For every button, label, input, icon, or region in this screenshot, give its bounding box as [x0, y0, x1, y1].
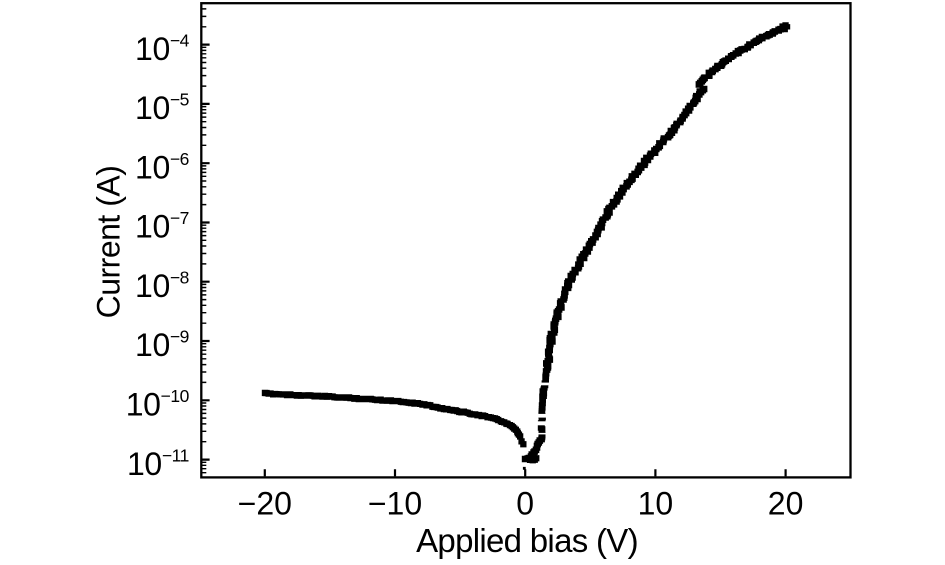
svg-text:0: 0	[516, 486, 534, 522]
svg-text:−20: −20	[238, 486, 292, 522]
svg-text:10−10: 10−10	[126, 386, 190, 423]
svg-text:10−11: 10−11	[127, 445, 189, 482]
svg-text:Current (A): Current (A)	[91, 166, 127, 319]
svg-text:−10: −10	[368, 486, 422, 522]
svg-text:10: 10	[638, 486, 674, 522]
svg-text:10−8: 10−8	[135, 267, 189, 304]
svg-text:10−4: 10−4	[135, 30, 190, 67]
svg-text:Applied bias (V): Applied bias (V)	[416, 522, 638, 559]
svg-text:20: 20	[768, 486, 804, 522]
